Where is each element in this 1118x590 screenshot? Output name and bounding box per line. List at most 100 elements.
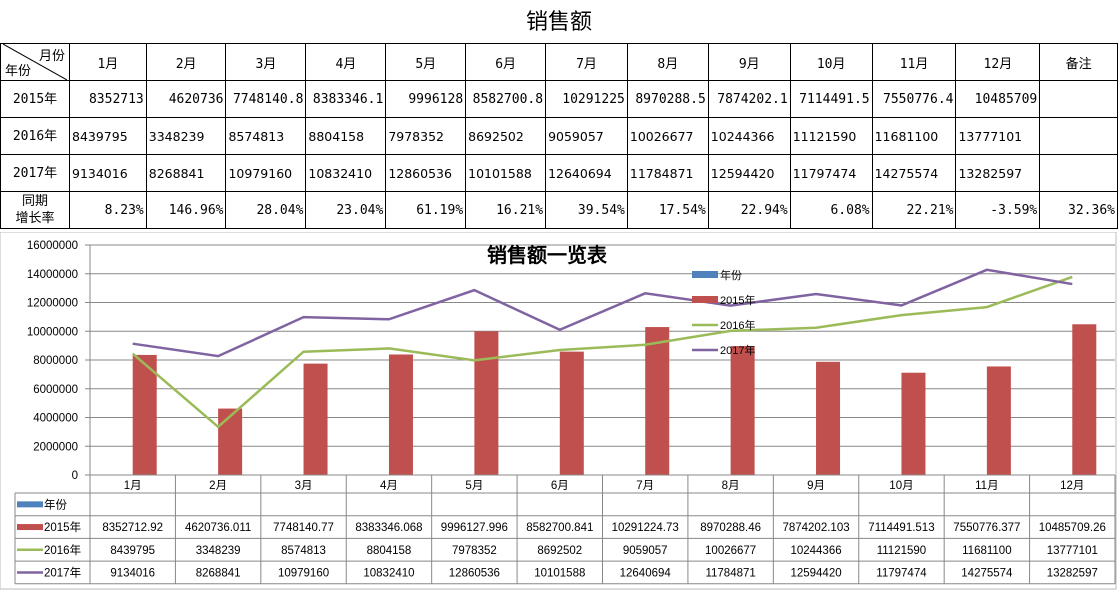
table-cell[interactable]: 9059057	[545, 117, 628, 155]
table-value: 8692502	[537, 545, 582, 557]
table-cell[interactable]: 7748140.8	[225, 80, 307, 118]
legend-label: 年份	[720, 268, 742, 282]
corner-cell[interactable]: 月份 年份	[0, 43, 70, 81]
table-cell[interactable]: 10979160	[225, 154, 307, 192]
table-cell[interactable]: 23.04%	[305, 191, 387, 229]
table-cell[interactable]: 39.54%	[545, 191, 628, 229]
table-cell[interactable]: 7874202.1	[707, 80, 791, 118]
table-cell[interactable]: 32.36%	[1039, 191, 1118, 229]
table-series-label: 2016年	[44, 543, 81, 557]
column-header[interactable]: 10月	[789, 43, 873, 81]
table-cell[interactable]: 8439795	[69, 117, 147, 155]
bar-2015	[901, 372, 926, 475]
table-value: 3348239	[196, 545, 241, 557]
table-value: 12594420	[790, 567, 841, 579]
row-label[interactable]: 同期 增长率	[0, 191, 70, 229]
table-cell[interactable]: 8268841	[145, 154, 227, 192]
row-label[interactable]: 2017年	[0, 154, 70, 192]
table-cell[interactable]: -3.59%	[955, 191, 1041, 229]
table-cell[interactable]: 10832410	[305, 154, 387, 192]
table-cell[interactable]: 10485709	[955, 80, 1041, 118]
table-cell[interactable]: 7114491.5	[789, 80, 873, 118]
table-cell[interactable]: 6.08%	[789, 191, 873, 229]
column-header[interactable]: 备注	[1039, 43, 1118, 81]
table-cell[interactable]: 3348239	[145, 117, 227, 155]
y-tick-label: 14000000	[27, 269, 78, 281]
table-cell[interactable]: 9996128	[385, 80, 467, 118]
table-cell[interactable]: 7978352	[385, 117, 467, 155]
table-cell[interactable]: 14275574	[871, 154, 957, 192]
table-cell[interactable]: 8.23%	[69, 191, 147, 229]
bar-2015	[303, 363, 328, 475]
table-cell[interactable]	[1039, 117, 1118, 155]
row-label[interactable]: 2015年	[0, 80, 70, 118]
column-header[interactable]: 7月	[545, 43, 628, 81]
table-cell[interactable]: 10101588	[465, 154, 547, 192]
bar-2015	[388, 354, 413, 475]
chart-area	[0, 232, 1117, 590]
table-cell[interactable]: 22.21%	[871, 191, 957, 229]
table-cell[interactable]: 9134016	[69, 154, 147, 192]
table-cell[interactable]: 28.04%	[225, 191, 307, 229]
column-header[interactable]: 11月	[871, 43, 957, 81]
bar-2015	[645, 327, 670, 475]
table-cell[interactable]: 11784871	[626, 154, 709, 192]
table-cell[interactable]: 17.54%	[626, 191, 709, 229]
table-value: 10101588	[534, 567, 585, 579]
table-cell[interactable]: 13777101	[955, 117, 1041, 155]
table-cell[interactable]: 8804158	[305, 117, 387, 155]
table-value: 10485709.26	[1039, 522, 1106, 534]
table-value: 8383346.068	[355, 522, 422, 534]
table-cell[interactable]: 10244366	[707, 117, 791, 155]
table-value: 4620736.011	[185, 522, 251, 534]
column-header[interactable]: 5月	[385, 43, 467, 81]
table-cell[interactable]: 16.21%	[465, 191, 547, 229]
table-value: 11784871	[705, 567, 755, 579]
row-label[interactable]: 2016年	[0, 117, 70, 155]
table-cell[interactable]: 146.96%	[145, 191, 227, 229]
table-cell[interactable]: 8352713	[69, 80, 147, 118]
table-cell[interactable]: 8582700.8	[465, 80, 547, 118]
table-cell[interactable]: 8574813	[225, 117, 307, 155]
table-cell[interactable]	[1039, 154, 1118, 192]
table-value: 8352712.92	[102, 522, 163, 534]
table-cell[interactable]: 10026677	[626, 117, 709, 155]
table-cell[interactable]: 10291225	[545, 80, 628, 118]
table-cell[interactable]: 8692502	[465, 117, 547, 155]
table-value: 9134016	[110, 567, 155, 579]
column-header[interactable]: 3月	[225, 43, 307, 81]
table-series-label: 年份	[44, 497, 67, 511]
y-tick-label: 12000000	[27, 298, 78, 310]
bar-2015	[474, 331, 499, 475]
table-cell[interactable]: 61.19%	[385, 191, 467, 229]
table-cell[interactable]: 12594420	[707, 154, 791, 192]
table-cell[interactable]: 22.94%	[707, 191, 791, 229]
x-tick-label: 10月	[889, 480, 913, 492]
x-tick-label: 3月	[295, 480, 313, 492]
column-header[interactable]: 12月	[955, 43, 1041, 81]
table-cell[interactable]: 11121590	[789, 117, 873, 155]
column-header[interactable]: 4月	[305, 43, 387, 81]
table-cell[interactable]: 8383346.1	[305, 80, 387, 118]
table-value: 10244366	[790, 545, 841, 557]
y-tick-label: 16000000	[27, 240, 78, 252]
column-header[interactable]: 2月	[145, 43, 227, 81]
column-header[interactable]: 9月	[707, 43, 791, 81]
table-legend-key	[17, 501, 43, 508]
table-cell[interactable]: 11797474	[789, 154, 873, 192]
table-cell[interactable]: 8970288.5	[626, 80, 709, 118]
table-cell[interactable]: 7550776.4	[871, 80, 957, 118]
column-header[interactable]: 1月	[69, 43, 147, 81]
table-cell[interactable]: 4620736	[145, 80, 227, 118]
column-header[interactable]: 8月	[626, 43, 709, 81]
table-cell[interactable]: 12640694	[545, 154, 628, 192]
table-cell[interactable]	[1039, 80, 1118, 118]
legend-label: 2017年	[720, 343, 755, 357]
column-header[interactable]: 6月	[465, 43, 547, 81]
table-cell[interactable]: 12860536	[385, 154, 467, 192]
line-2017年	[132, 268, 1073, 358]
table-cell[interactable]: 13282597	[955, 154, 1041, 192]
table-cell[interactable]: 11681100	[871, 117, 957, 155]
table-row: 2016年 8439795 3348239 8574813 8804158 7978352…	[0, 117, 1118, 155]
sales-chart[interactable]: 0 2000000 4000000 6000000 8000000 10000000 120…	[0, 232, 1118, 590]
